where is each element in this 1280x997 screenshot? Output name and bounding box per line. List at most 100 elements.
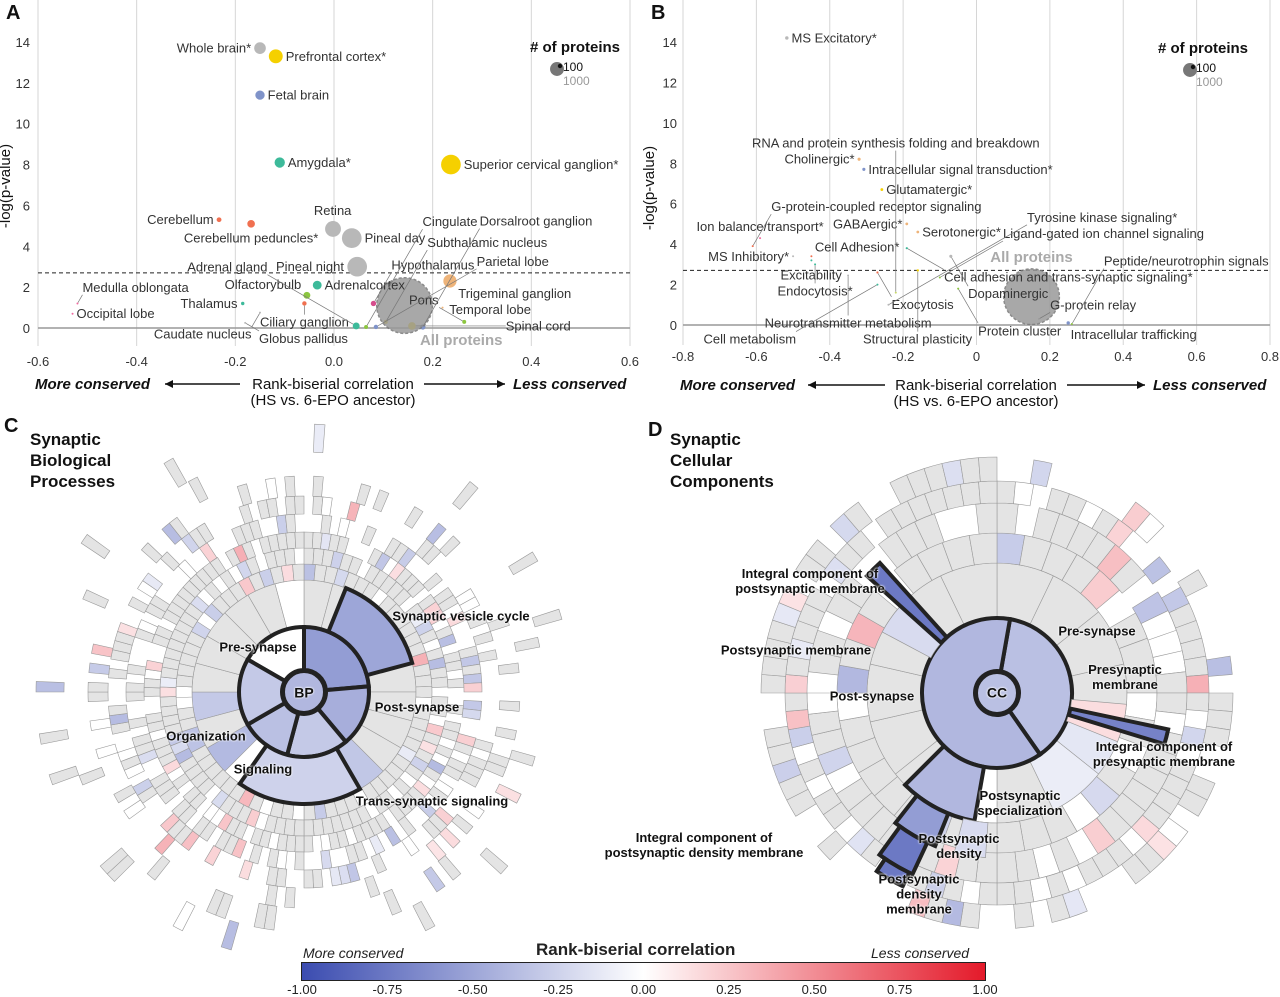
x-tick-label: 0.2 bbox=[1041, 349, 1059, 364]
sunburst-segment bbox=[425, 522, 447, 545]
sunburst-segment bbox=[113, 784, 137, 804]
point-label: Pineal day bbox=[365, 231, 426, 246]
sunburst-segment bbox=[452, 741, 474, 757]
y-tick-label: 6 bbox=[23, 198, 30, 213]
sunburst-segment bbox=[439, 827, 461, 849]
y-tick-label: 0 bbox=[670, 318, 677, 333]
sunburst-segment bbox=[292, 563, 305, 581]
sunburst-segment bbox=[472, 631, 494, 646]
y-tick-label: 14 bbox=[663, 35, 677, 50]
label-leader-line bbox=[366, 228, 423, 326]
sunburst-segment bbox=[422, 765, 442, 783]
segment-postsynaptic-density-membrane bbox=[953, 818, 989, 858]
sunburst-segment bbox=[312, 475, 324, 498]
sunburst-segment bbox=[487, 615, 510, 632]
label-leader-line bbox=[423, 228, 480, 325]
sunburst-segment bbox=[996, 502, 1019, 535]
sunburst-segment bbox=[1202, 725, 1231, 749]
colorbar-gradient bbox=[301, 962, 986, 981]
y-tick-label: 10 bbox=[663, 116, 677, 131]
sunburst-segment bbox=[140, 542, 163, 564]
y-tick-label: 12 bbox=[663, 75, 677, 90]
c-center-label: BP bbox=[294, 684, 314, 701]
y-tick-label: 0 bbox=[23, 321, 30, 336]
x-tick-label: 0.4 bbox=[522, 354, 540, 369]
data-point bbox=[876, 271, 879, 274]
c-label-trans-synaptic-signaling: Trans-synaptic signaling bbox=[355, 793, 509, 809]
legend-small-label: 100 bbox=[1196, 61, 1216, 75]
sunburst-segment bbox=[371, 795, 390, 815]
sunburst-segment bbox=[172, 900, 196, 932]
x-tick-label: 0.6 bbox=[621, 354, 639, 369]
sunburst-segment bbox=[461, 708, 482, 721]
x-tick-label: 0.8 bbox=[1261, 349, 1279, 364]
point-label: Superior cervical ganglion* bbox=[464, 157, 619, 172]
sunburst-segment bbox=[372, 489, 390, 513]
sunburst-segment bbox=[477, 649, 498, 663]
sunburst-segment bbox=[1109, 558, 1146, 594]
sunburst-segment bbox=[472, 738, 494, 753]
sunburst-segment bbox=[355, 483, 372, 506]
sunburst-segment bbox=[846, 826, 876, 856]
sunburst-segment bbox=[303, 803, 316, 821]
label-leader-line bbox=[877, 273, 892, 297]
sunburst-segment bbox=[421, 818, 442, 840]
point-label: Exocytosis bbox=[891, 297, 954, 312]
point-label: Subthalamic nucleus bbox=[427, 235, 547, 250]
label-leader-line bbox=[951, 257, 969, 287]
sunburst-segment bbox=[427, 785, 449, 805]
sunburst-segment bbox=[108, 704, 128, 716]
sunburst-segment bbox=[204, 845, 222, 866]
sunburst-segment bbox=[406, 580, 426, 599]
legend-large-dot bbox=[1183, 63, 1197, 77]
sunburst-segment bbox=[265, 477, 279, 500]
colorbar-less-conserved: Less conserved bbox=[871, 945, 970, 961]
data-point bbox=[462, 319, 467, 324]
sunburst-segment bbox=[1046, 894, 1071, 923]
point-label: G-protein relay bbox=[1050, 297, 1136, 312]
sunburst-segment bbox=[303, 531, 314, 549]
data-point bbox=[957, 287, 960, 290]
sunburst-segment bbox=[1121, 853, 1151, 885]
point-label: Intracellular signal transduction* bbox=[868, 162, 1052, 177]
sunburst-segment bbox=[217, 812, 234, 832]
sunburst-segment bbox=[265, 884, 279, 907]
data-point bbox=[247, 220, 255, 228]
d-label-postsynaptic-density: Postsynaptic density bbox=[918, 831, 1000, 861]
sunburst-segment bbox=[95, 743, 118, 760]
colorbar-tick-label: 0.75 bbox=[886, 982, 913, 997]
a-arrow-right-head bbox=[497, 380, 505, 388]
sunburst-segment bbox=[497, 662, 520, 675]
data-point bbox=[303, 291, 311, 299]
sunburst-segment bbox=[975, 502, 998, 535]
sunburst-segment bbox=[996, 480, 1016, 505]
sunburst-segment bbox=[146, 855, 171, 881]
sunburst-segment bbox=[142, 572, 163, 592]
sunburst-segment bbox=[149, 594, 171, 613]
sunburst-segment bbox=[292, 803, 305, 821]
sunburst-segment bbox=[159, 686, 177, 698]
point-label: Protein cluster bbox=[978, 323, 1062, 338]
d-label-postsynaptic-density-membrane: Postsynaptic density membrane bbox=[878, 871, 960, 917]
y-tick-label: 2 bbox=[670, 278, 677, 293]
point-label: RNA and protein synthesis folding and br… bbox=[752, 136, 1040, 151]
point-label: Temporal lobe bbox=[449, 302, 531, 317]
data-point bbox=[268, 49, 283, 64]
data-point bbox=[938, 276, 941, 279]
sunburst-segment bbox=[414, 674, 433, 688]
panel-label-d: D bbox=[648, 419, 663, 441]
sunburst-segment bbox=[329, 866, 343, 887]
sunburst-segment bbox=[437, 633, 457, 648]
point-label: Medulla oblongata bbox=[82, 280, 189, 295]
point-label: MS Excitatory* bbox=[792, 30, 877, 45]
sunburst-segment bbox=[294, 531, 305, 549]
sunburst-segment bbox=[220, 919, 240, 951]
sunburst-segment bbox=[959, 481, 981, 507]
segment-integral-postsynaptic-membrane bbox=[864, 560, 950, 646]
sunburst-segment bbox=[763, 725, 792, 749]
data-point bbox=[443, 274, 457, 288]
sunburst-segment bbox=[347, 556, 363, 576]
legend-large-dot bbox=[550, 62, 564, 76]
data-point bbox=[905, 222, 909, 226]
c-label-synaptic-vesicle-cycle: Synaptic vesicle cycle bbox=[392, 608, 530, 624]
